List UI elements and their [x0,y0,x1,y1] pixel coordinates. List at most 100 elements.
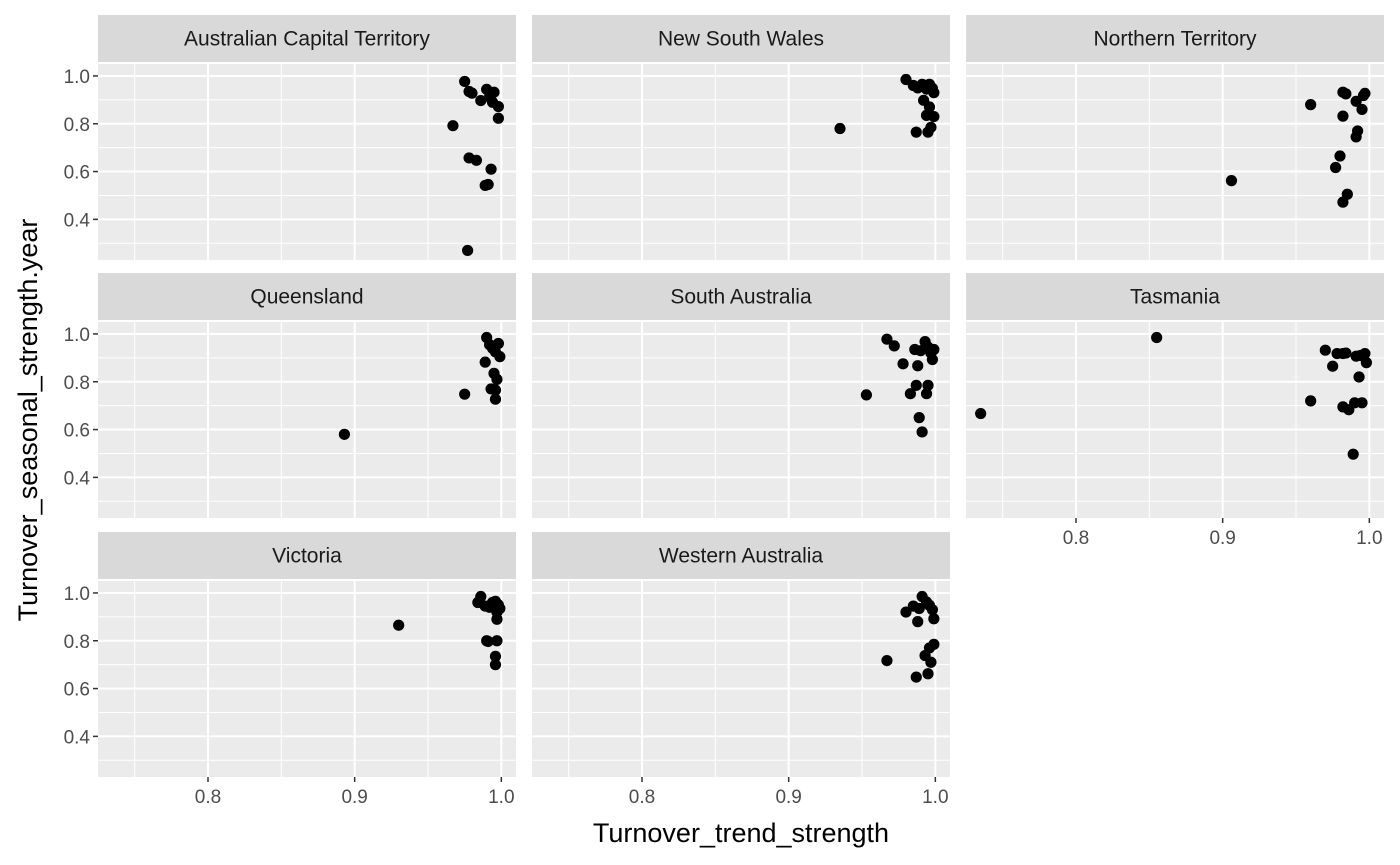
facet-panel-new-south-wales: New South Wales [532,15,950,260]
facet-panel-queensland: Queensland 0.4 0.6 0.8 1.0 [64,273,516,518]
data-point [888,340,900,352]
data-point [485,163,497,175]
data-point [1319,344,1331,356]
data-point [897,358,909,370]
data-point [1356,103,1368,116]
data-point [913,412,925,424]
data-point [860,389,873,401]
data-point [489,650,502,662]
data-point [928,110,940,123]
x-tick-label: 0.8 [1063,528,1089,549]
data-point [922,379,934,391]
data-point [489,393,502,405]
data-point [475,590,487,603]
data-point [1350,131,1362,143]
facet-panel-south-australia: South Australia [532,273,950,518]
data-point [489,384,502,396]
strip-label: Victoria [272,545,342,568]
data-point [975,407,987,420]
data-point [1347,448,1359,460]
data-point [491,635,503,647]
data-point [338,428,350,440]
strip-label: South Australia [670,286,812,309]
data-point [904,388,917,400]
y-tick-label: 0.8 [64,632,90,653]
data-point [1151,331,1163,344]
strip-label: Queensland [250,286,363,309]
data-point [928,613,940,625]
y-tick-label: 1.0 [64,325,90,346]
data-point [910,379,922,391]
strip-background [532,532,950,579]
data-point [834,122,846,135]
y-tick-label: 0.4 [64,468,91,489]
data-point [913,602,925,615]
y-tick-label: 0.4 [64,727,91,748]
y-tick-label: 0.8 [64,115,90,136]
data-point [920,388,933,400]
y-axis-title: Turnover_seasonal_strength.year [13,219,43,622]
x-tick-label: 0.9 [1209,528,1235,549]
strip-background [966,15,1384,62]
y-tick-label: 0.4 [64,210,91,231]
panel-background [98,581,516,777]
data-point [1340,88,1352,100]
data-point [1337,196,1349,208]
x-tick-label: 0.8 [195,787,221,808]
data-point [1360,357,1372,369]
facet-panel-australian-capital-territory: Australian Capital Territory 0.4 0.6 0.8 1.0 [64,15,516,260]
data-point [491,373,503,385]
y-tick-label: 0.6 [64,163,90,184]
data-point [475,94,487,107]
strip-background [532,15,950,62]
data-point [492,112,504,124]
data-point [1340,347,1352,359]
y-tick-label: 1.0 [64,584,90,605]
data-point [1334,150,1346,162]
facet-panel-victoria: Victoria 0.4 0.6 0.8 1.0 0.8 0.9 1.0 [64,532,516,808]
facet-panel-tasmania: Tasmania 0.8 0.9 1.0 [966,273,1384,549]
data-point [489,659,502,671]
data-point [459,75,471,88]
strip-background [98,15,516,62]
facet-panel-northern-territory: Northern Territory [966,15,1384,260]
data-point [912,360,924,372]
data-point [462,244,474,257]
y-tick-label: 0.6 [64,680,90,701]
data-point [881,333,893,345]
facet-panel-western-australia: Western Australia 0.8 0.9 1.0 [532,532,950,808]
data-point [910,126,922,138]
panel-background [966,64,1384,260]
y-tick-label: 1.0 [64,67,90,88]
data-point [910,671,922,683]
data-point [922,668,934,680]
strip-background [532,273,950,320]
data-point [459,388,471,400]
data-point [1330,161,1342,174]
data-point [926,604,939,616]
data-point [1359,347,1371,360]
data-point [447,120,459,132]
data-point [881,654,893,667]
panel-background [532,581,950,777]
data-point [466,87,478,99]
panel-background [532,64,950,260]
x-tick-label: 1.0 [922,787,948,808]
x-tick-label: 0.9 [775,787,801,808]
data-point [492,337,504,350]
x-tick-label: 1.0 [1356,528,1382,549]
data-point [492,100,504,113]
data-point [925,656,937,668]
strip-label: Northern Territory [1094,28,1257,51]
data-point [1225,175,1238,187]
strip-label: Western Australia [659,545,824,568]
strip-background [966,273,1384,320]
y-tick-label: 0.6 [64,421,90,442]
data-point [1305,395,1317,407]
data-point [928,87,940,99]
x-axis-title: Turnover_trend_strength [593,818,889,848]
panels-layer: Australian Capital Territory 0.4 0.6 0.8 1.0… [64,15,1384,808]
x-tick-label: 0.9 [341,787,367,808]
strip-label: New South Wales [658,28,824,51]
